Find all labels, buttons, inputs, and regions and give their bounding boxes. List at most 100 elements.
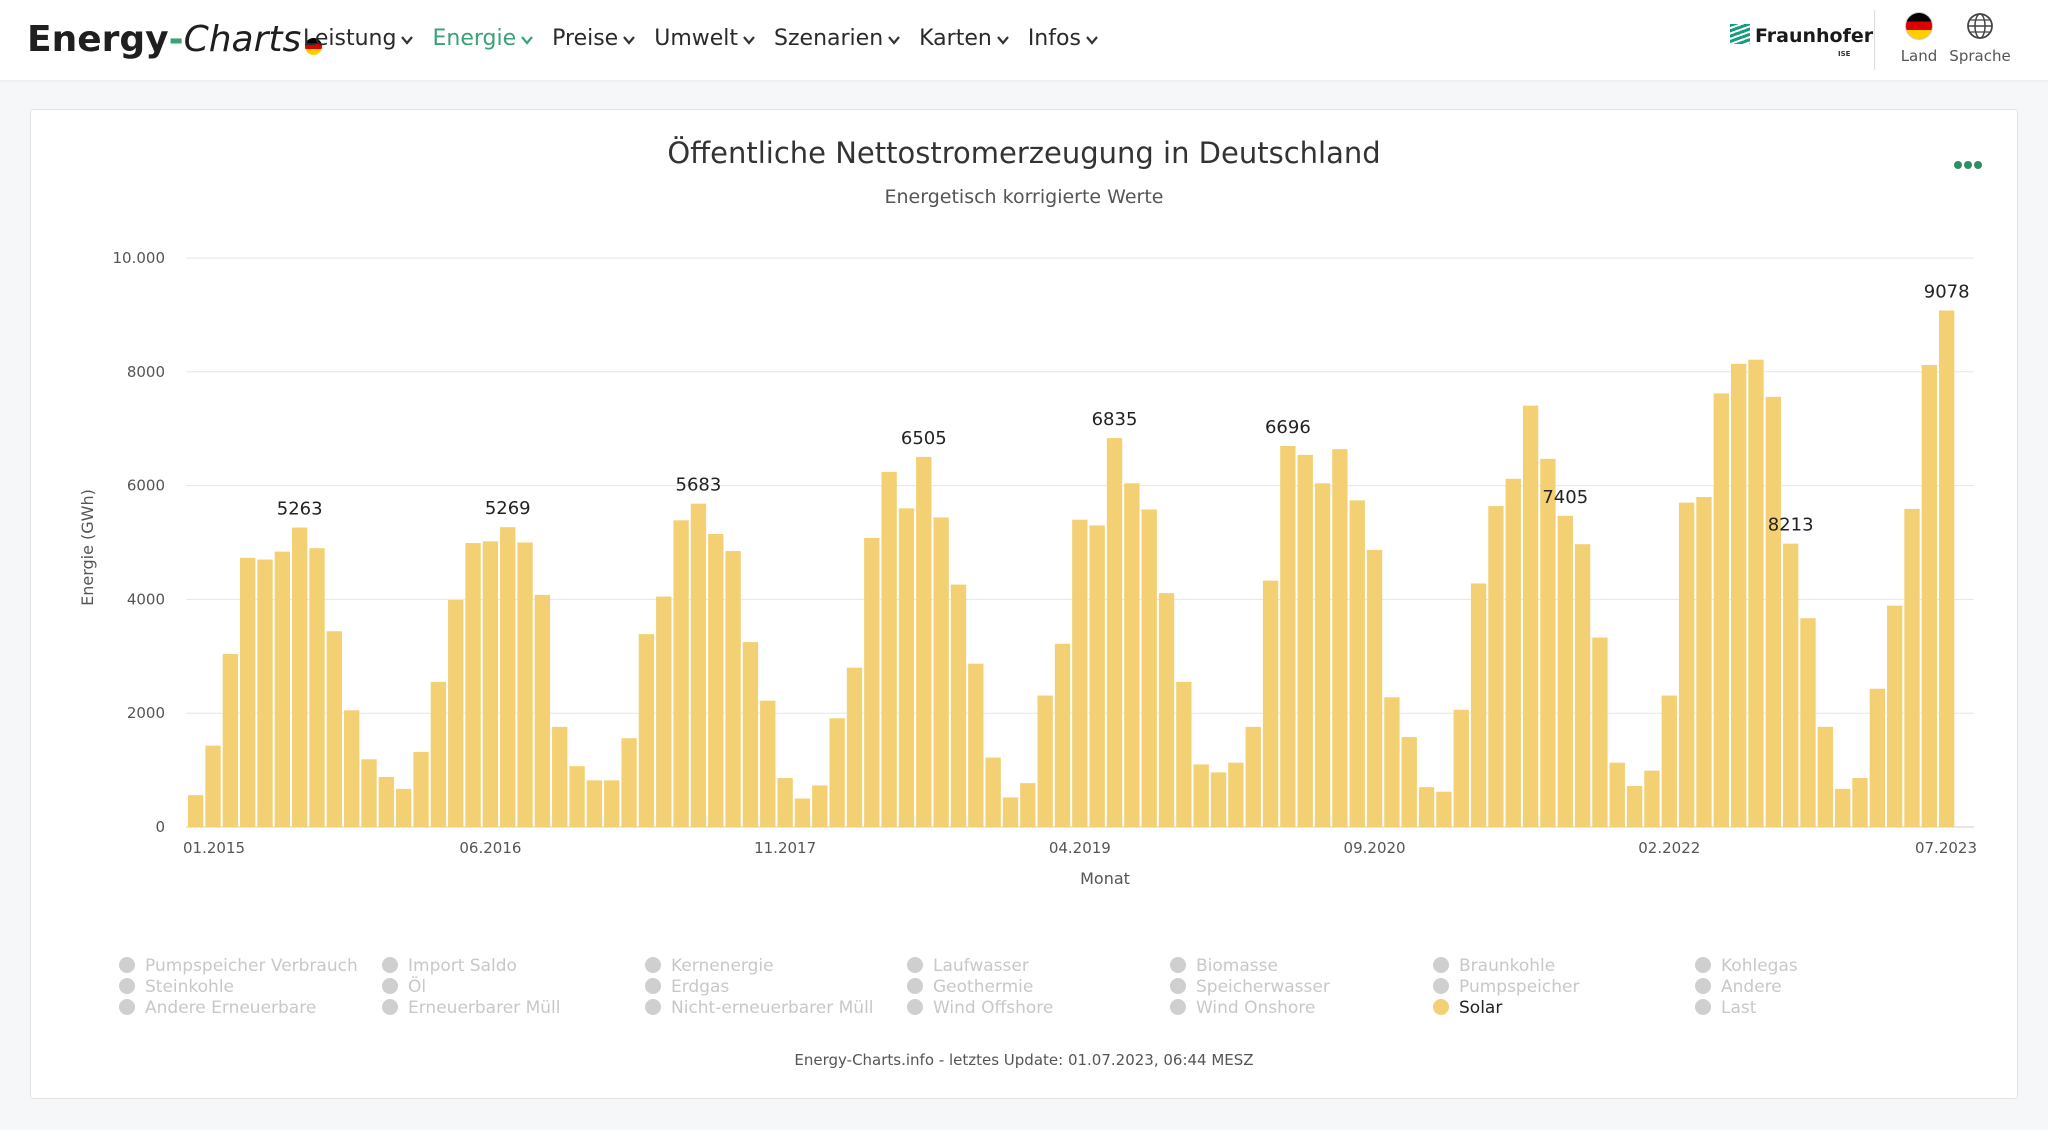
solar-bar [1158, 593, 1175, 827]
solar-bar [205, 745, 221, 827]
legend-item[interactable]: Kohlegas [1695, 956, 1798, 976]
solar-bar [777, 778, 793, 827]
menu-item-label: Preise [552, 26, 619, 51]
fraunhofer-logo[interactable]: Fraunhofer [1730, 24, 1873, 47]
chevron-down-icon [743, 36, 755, 45]
legend-item[interactable]: Braunkohle [1433, 956, 1555, 976]
legend-marker-icon [645, 999, 661, 1015]
data-label: 8213 [1768, 515, 1814, 536]
solar-bar [760, 700, 776, 827]
solar-bar [673, 520, 689, 827]
legend-item[interactable]: Nicht-erneuerbarer Müll [645, 998, 874, 1018]
country-selector[interactable]: Land [1897, 10, 1941, 65]
legend-label: Pumpspeicher [1459, 977, 1580, 997]
data-label: 6505 [901, 428, 947, 449]
legend-item[interactable]: Öl [382, 977, 426, 997]
solar-bar [968, 663, 984, 827]
y-tick-label: 2000 [127, 704, 165, 722]
legend-label: Import Saldo [408, 956, 517, 976]
menu-item-infos[interactable]: Infos [1028, 22, 1098, 56]
legend-label: Wind Offshore [933, 998, 1054, 1018]
legend-item[interactable]: Import Saldo [382, 956, 517, 976]
solar-bar [1834, 788, 1851, 827]
solar-bar [742, 642, 759, 827]
menu-item-label: Leistung [303, 26, 397, 51]
legend-label: Last [1721, 998, 1757, 1018]
legend-item[interactable]: Speicherwasser [1170, 977, 1330, 997]
solar-bar [1748, 359, 1764, 827]
solar-bar [378, 776, 395, 827]
solar-bar [1384, 697, 1400, 827]
solar-bar [950, 584, 967, 827]
solar-bar [1228, 762, 1244, 827]
legend-marker-icon [907, 957, 923, 973]
fraunhofer-text: Fraunhofer [1755, 25, 1874, 47]
legend-item[interactable]: Steinkohle [119, 977, 234, 997]
legend-item[interactable]: Wind Onshore [1170, 998, 1315, 1018]
solar-bar [1574, 544, 1591, 827]
legend-item[interactable]: Pumpspeicher Verbrauch [119, 956, 358, 976]
solar-bar [1002, 797, 1019, 827]
legend-item[interactable]: Pumpspeicher [1433, 977, 1579, 997]
legend-item[interactable]: Geothermie [907, 977, 1033, 997]
solar-bar [1886, 605, 1903, 827]
legend-marker-icon [119, 978, 135, 994]
legend-item[interactable]: Laufwasser [907, 956, 1029, 976]
menu-item-leistung[interactable]: Leistung [303, 22, 414, 56]
legend-marker-icon [382, 978, 398, 994]
legend-item[interactable]: Solar [1433, 998, 1502, 1018]
menu-item-energie[interactable]: Energie [432, 22, 533, 56]
language-selector[interactable]: Sprache [1947, 10, 2013, 65]
solar-bar [1314, 483, 1331, 827]
solar-bar [864, 537, 880, 827]
chart-card: Öffentliche Nettostromerzeugung in Deuts… [30, 109, 2018, 1099]
solar-bar [690, 503, 707, 827]
y-tick-label: 8000 [127, 363, 165, 381]
solar-bar [396, 788, 412, 827]
data-label: 6696 [1265, 417, 1311, 438]
solar-bar [1765, 396, 1781, 827]
solar-bar [1436, 791, 1452, 827]
solar-bar [1852, 778, 1868, 827]
solar-bar [1713, 393, 1729, 827]
chevron-down-icon [623, 36, 636, 45]
menu-item-umwelt[interactable]: Umwelt [654, 22, 755, 56]
legend-item[interactable]: Kernenergie [645, 956, 774, 976]
legend-label: Öl [408, 977, 427, 997]
legend-item[interactable]: Wind Offshore [907, 998, 1053, 1018]
solar-bar [1661, 695, 1677, 827]
solar-bar [1817, 726, 1833, 827]
more-dot-icon [1954, 161, 1962, 169]
legend-item[interactable]: Andere [1695, 977, 1782, 997]
menu-item-szenarien[interactable]: Szenarien [774, 22, 900, 56]
brand-logo[interactable]: Energy-Charts [27, 18, 323, 62]
legend-label: Braunkohle [1459, 956, 1556, 976]
y-tick-label: 4000 [127, 590, 165, 608]
legend-label: Erdgas [671, 977, 730, 997]
legend-item[interactable]: Erneuerbarer Müll [382, 998, 560, 1018]
menu-item-label: Szenarien [774, 26, 884, 51]
legend-item[interactable]: Andere Erneuerbare [119, 998, 316, 1018]
legend-item[interactable]: Last [1695, 998, 1756, 1018]
solar-bar [534, 594, 551, 827]
legend-marker-icon [907, 978, 923, 994]
chart-title: Öffentliche Nettostromerzeugung in Deuts… [667, 136, 1381, 170]
x-axis-title: Monat [1080, 869, 1130, 888]
solar-bar [1782, 543, 1799, 827]
legend-item[interactable]: Erdgas [645, 977, 729, 997]
solar-bar [933, 517, 949, 827]
main-menu: Leistung Energie Preise Umwelt Szenarien Kart… [303, 22, 1117, 56]
legend-marker-icon [907, 999, 923, 1015]
legend-item[interactable]: Biomasse [1170, 956, 1278, 976]
solar-bar [1245, 726, 1261, 827]
top-navbar: Energy-Charts Leistung Energie Preise Umwel… [0, 0, 2048, 80]
chart-menu-button[interactable] [1954, 154, 1984, 173]
solar-bar [1418, 787, 1435, 827]
menu-item-karten[interactable]: Karten [919, 22, 1009, 56]
chart-subtitle: Energetisch korrigierte Werte [884, 186, 1164, 208]
language-label: Sprache [1949, 47, 2011, 65]
menu-item-preise[interactable]: Preise [552, 22, 636, 56]
solar-bar [916, 456, 932, 827]
fraunhofer-sub: ISE [1838, 50, 1851, 58]
y-axis-title: Energie (GWh) [78, 489, 97, 606]
